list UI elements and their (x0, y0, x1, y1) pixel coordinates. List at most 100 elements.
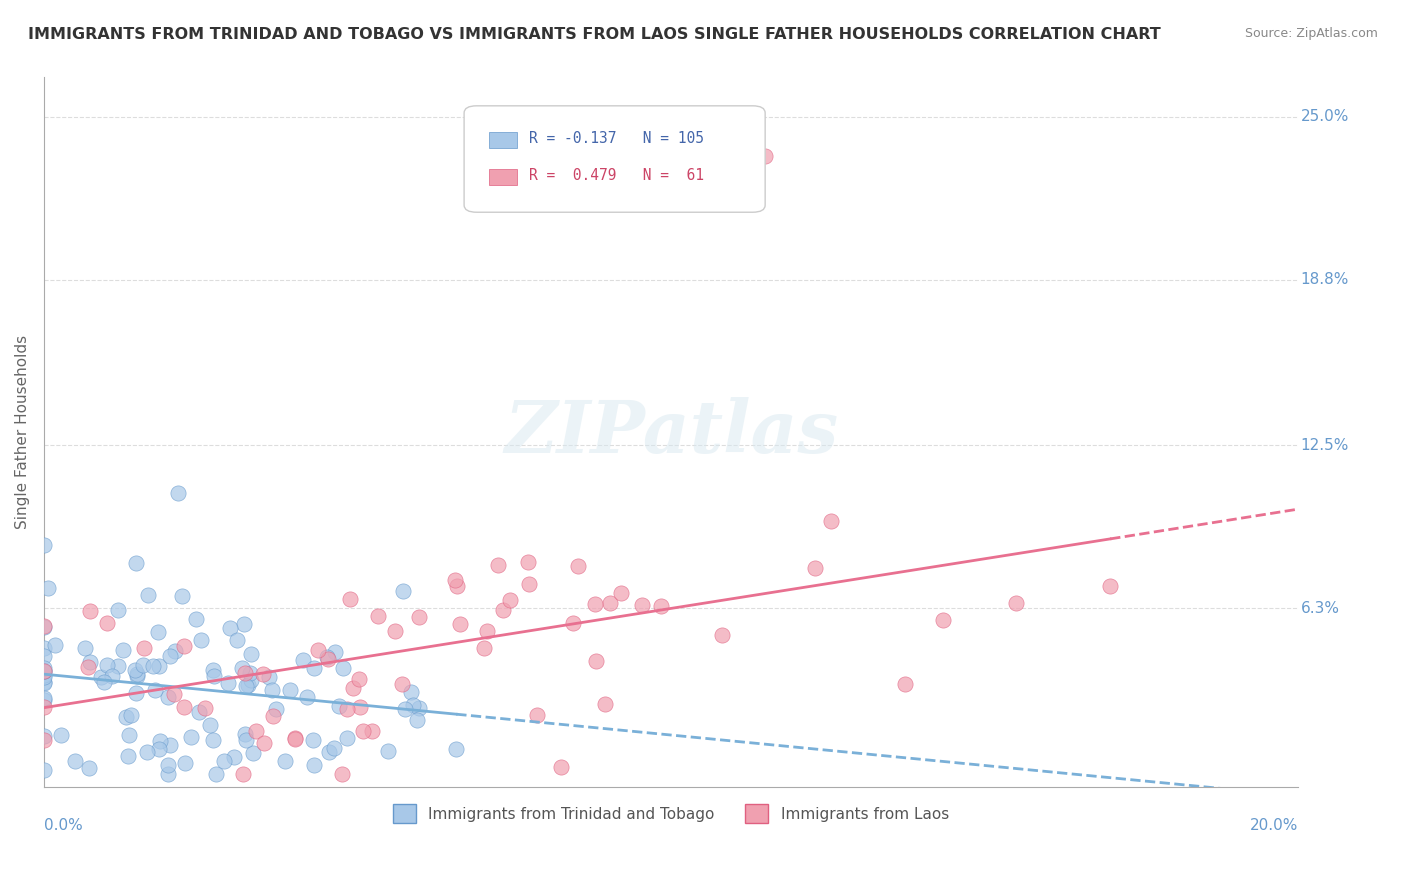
Point (384, 624, 406, 638)
Point (32, 620, 55, 634)
Point (894, 677, 917, 691)
Point (205, 766, 228, 780)
Point (360, 723, 382, 738)
Point (32, 619, 55, 633)
Point (159, 738, 181, 752)
Point (165, 644, 187, 658)
Point (330, 766, 353, 780)
Point (107, 603, 129, 617)
Point (631, 598, 654, 612)
Point (125, 557, 148, 571)
Point (402, 698, 425, 713)
Point (446, 579, 468, 593)
Point (399, 685, 422, 699)
Point (239, 648, 262, 662)
Point (79, 604, 101, 618)
Point (146, 625, 169, 640)
Point (118, 728, 141, 742)
Point (134, 640, 156, 655)
Point (486, 558, 509, 573)
Point (117, 748, 139, 763)
Point (187, 705, 209, 719)
Point (519, 577, 541, 591)
Point (233, 666, 256, 681)
Text: 12.5%: 12.5% (1301, 438, 1350, 453)
Point (44, 638, 66, 652)
Text: IMMIGRANTS FROM TRINIDAD AND TOBAGO VS IMMIGRANTS FROM LAOS SINGLE FATHER HOUSEH: IMMIGRANTS FROM TRINIDAD AND TOBAGO VS I… (28, 27, 1161, 42)
Point (107, 659, 129, 673)
Point (145, 682, 167, 697)
Text: 20.0%: 20.0% (1250, 818, 1298, 833)
Point (32, 665, 55, 679)
Point (114, 710, 136, 724)
Text: Source: ZipAtlas.com: Source: ZipAtlas.com (1244, 27, 1378, 40)
Point (349, 700, 371, 714)
Point (1005, 596, 1028, 610)
Point (550, 760, 572, 774)
Point (349, 672, 371, 686)
Point (264, 702, 287, 716)
Point (149, 733, 172, 747)
Point (567, 559, 589, 574)
Y-axis label: Single Father Households: Single Father Households (15, 335, 30, 529)
Point (93, 674, 115, 689)
Point (218, 621, 240, 635)
Point (262, 709, 284, 723)
Point (173, 639, 195, 653)
Point (198, 718, 221, 732)
Point (754, 149, 776, 163)
Point (112, 642, 135, 657)
Point (142, 658, 165, 673)
Point (136, 588, 159, 602)
Point (148, 658, 170, 673)
Point (32, 732, 55, 747)
Point (316, 652, 339, 666)
Point (392, 584, 415, 599)
Point (585, 654, 607, 668)
Text: ZIPatlas: ZIPatlas (503, 397, 838, 467)
Point (157, 758, 180, 772)
Point (135, 745, 157, 759)
Point (1099, 579, 1122, 593)
Point (449, 617, 471, 632)
Point (711, 627, 734, 641)
Point (127, 666, 149, 681)
Point (77, 761, 100, 775)
Point (173, 756, 195, 770)
Point (394, 702, 416, 716)
Point (32, 668, 55, 682)
Point (472, 640, 495, 655)
Point (274, 755, 297, 769)
Legend: Immigrants from Trinidad and Tobago, Immigrants from Laos: Immigrants from Trinidad and Tobago, Imm… (387, 798, 955, 829)
Point (301, 733, 323, 747)
Point (32, 649, 55, 664)
Point (820, 514, 842, 528)
Point (323, 740, 346, 755)
Bar (489, 169, 517, 185)
Point (336, 702, 359, 716)
Point (239, 673, 262, 687)
Point (499, 592, 522, 607)
Point (583, 597, 606, 611)
Point (170, 589, 193, 603)
Point (73, 640, 96, 655)
Point (125, 669, 148, 683)
Point (100, 669, 122, 683)
Point (323, 645, 346, 659)
Point (167, 486, 190, 500)
Point (405, 713, 427, 727)
Point (148, 741, 170, 756)
Point (391, 677, 413, 691)
Point (278, 683, 301, 698)
Point (446, 742, 468, 756)
Point (120, 707, 142, 722)
Point (90, 670, 112, 684)
Point (318, 745, 340, 759)
Point (233, 617, 256, 632)
Point (561, 616, 583, 631)
Point (307, 643, 329, 657)
Point (32, 674, 55, 689)
Point (316, 649, 339, 664)
Point (159, 649, 181, 664)
Point (239, 665, 262, 680)
